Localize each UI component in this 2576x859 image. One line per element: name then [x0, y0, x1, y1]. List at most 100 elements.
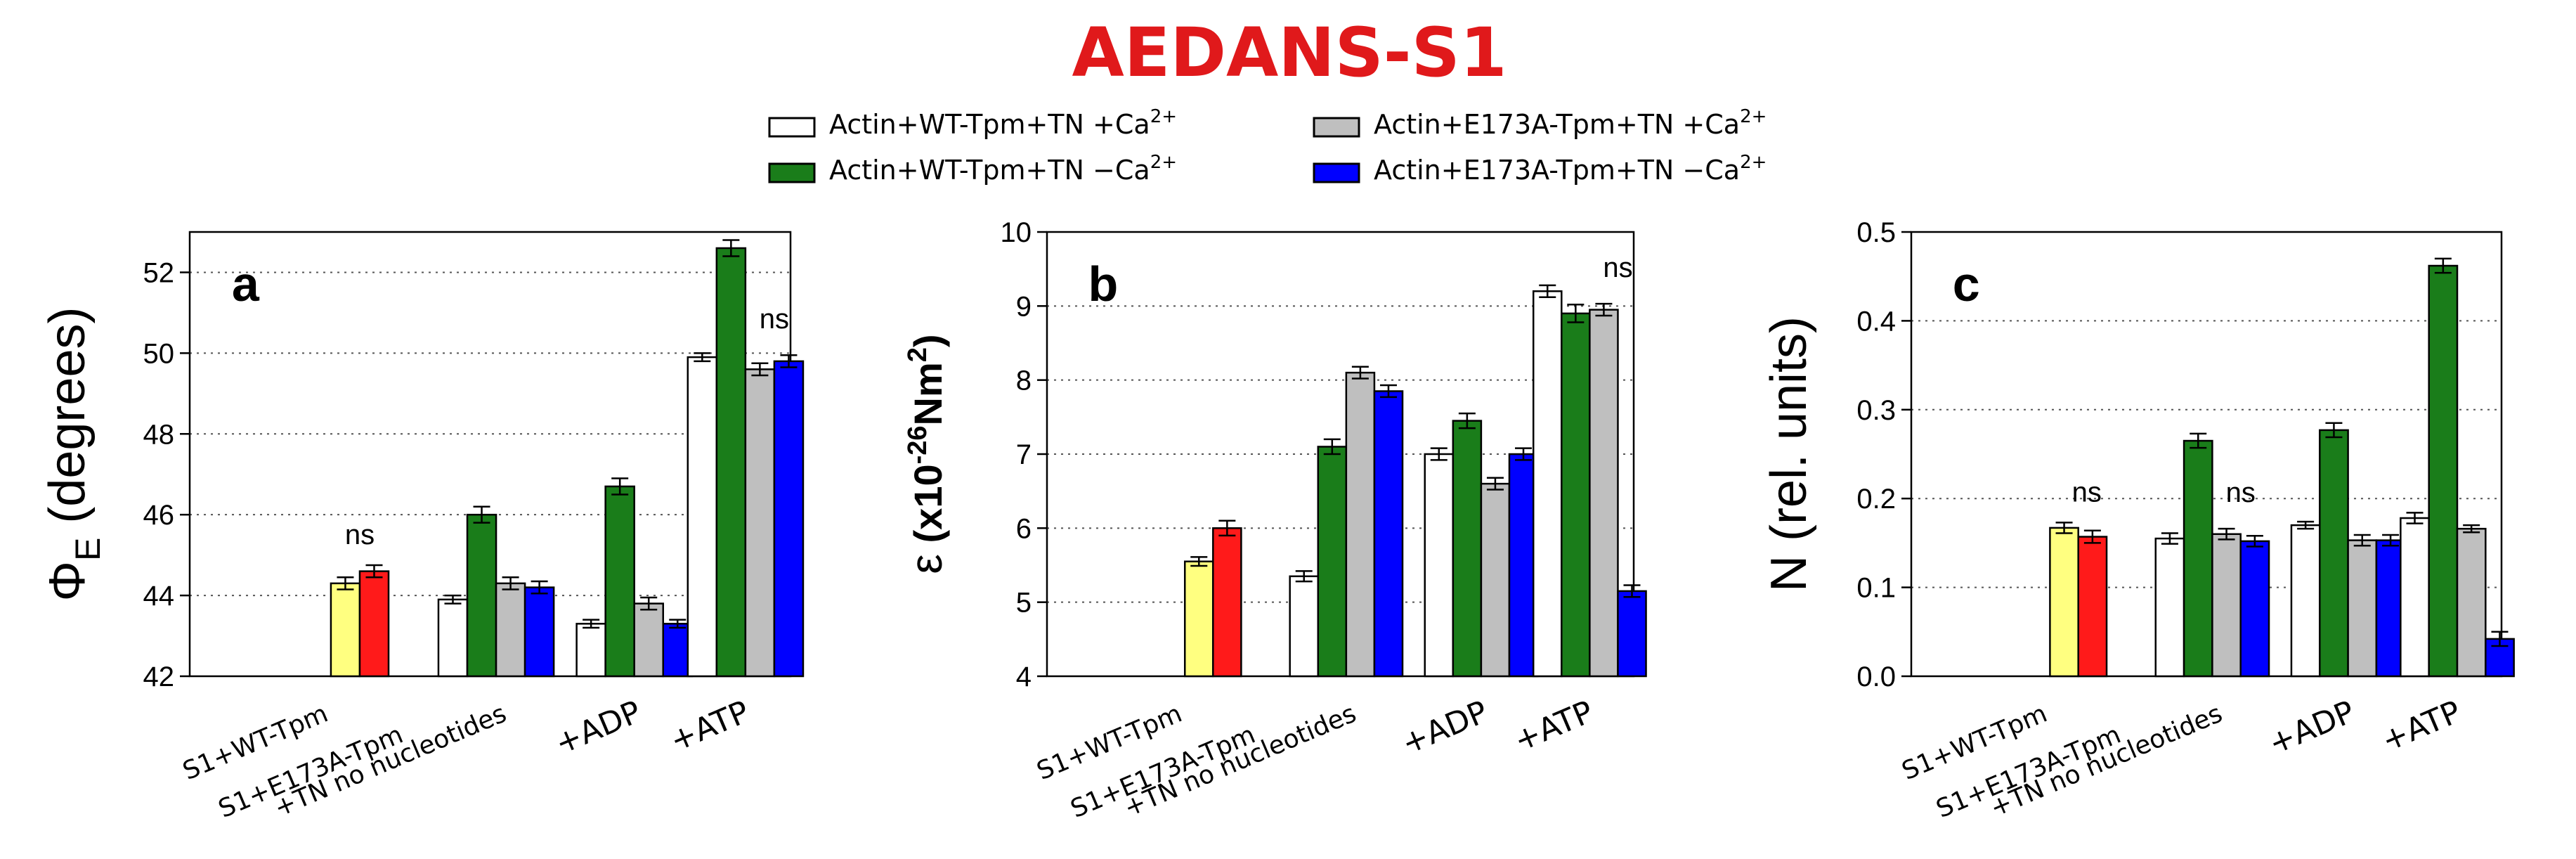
panel-c: 0.00.10.20.30.40.5ns nscS1+WT-TpmS1+E173A…	[1761, 217, 2515, 824]
legend-swatch	[768, 162, 816, 183]
y-tick-label: 44	[143, 581, 175, 612]
y-tick-label: 0.0	[1856, 661, 1896, 692]
bar	[1345, 371, 1376, 678]
legend-label: Actin+E173A-Tpm+TN −Ca2+	[1374, 152, 1767, 186]
bar	[744, 368, 776, 678]
legend-label-main: Actin+E173A-Tpm+TN +Ca	[1374, 109, 1740, 140]
y-tick-label: 10	[1001, 217, 1032, 248]
bar	[1424, 453, 1455, 678]
category-label: +ATP	[1509, 694, 1599, 759]
category-label: +ADP	[1397, 694, 1493, 762]
y-tick-label: 0.3	[1856, 395, 1896, 426]
bar	[2077, 536, 2108, 678]
bar	[2456, 527, 2487, 678]
legend-label: Actin+WT-Tpm+TN +Ca2+	[829, 106, 1177, 140]
bar	[2428, 264, 2459, 678]
significance-annotation: ns	[760, 304, 789, 335]
y-tick-label: 8	[1016, 366, 1032, 396]
y-axis-label: ΦE (degrees)	[39, 307, 108, 602]
bar	[1317, 446, 1348, 678]
bar	[1373, 390, 1404, 678]
legend-label-sup: 2+	[1150, 152, 1177, 173]
legend-label: Actin+E173A-Tpm+TN +Ca2+	[1374, 106, 1767, 140]
y-tick-label: 42	[143, 661, 175, 692]
legend-item: Actin+E173A-Tpm+TN +Ca2+	[1313, 106, 1767, 140]
y-tick-label: 52	[143, 257, 175, 288]
y-axis-label: ε (x10-26Nm2)	[901, 334, 951, 574]
legend-label-main: Actin+E173A-Tpm+TN −Ca	[1374, 155, 1740, 186]
y-tick-label: 0.2	[1856, 484, 1896, 515]
bar	[773, 360, 805, 678]
bar	[330, 582, 361, 678]
bar	[523, 586, 555, 678]
bar	[358, 570, 390, 678]
bar	[1452, 420, 1483, 678]
significance-annotation: ns	[2072, 477, 2102, 508]
y-tick-label: 0.4	[1856, 306, 1896, 337]
bar	[2154, 537, 2185, 678]
legend-label-main: Actin+WT-Tpm+TN +Ca	[829, 109, 1150, 140]
legend-item: Actin+WT-Tpm+TN +Ca2+	[768, 106, 1177, 140]
bar	[2211, 533, 2242, 678]
bar	[2183, 439, 2213, 678]
bar	[2319, 429, 2349, 678]
bar	[2347, 539, 2378, 678]
bar	[2239, 540, 2270, 678]
bar	[466, 513, 497, 678]
bar	[1617, 590, 1647, 678]
legend-label: Actin+WT-Tpm+TN −Ca2+	[829, 152, 1177, 186]
significance-annotation: ns	[2226, 477, 2256, 508]
bar	[1289, 575, 1320, 678]
category-label: +ATP	[2376, 694, 2466, 759]
panel-letter: b	[1088, 257, 1118, 311]
legend-swatch	[1313, 162, 1360, 183]
category-label: +ATP	[665, 694, 755, 759]
bar	[575, 623, 606, 678]
bar	[1589, 309, 1619, 678]
bar	[715, 247, 747, 678]
legend-swatch	[768, 117, 816, 138]
legend-label-sup: 2+	[1740, 152, 1767, 173]
bar	[633, 602, 664, 678]
bar	[495, 582, 526, 678]
bar	[1532, 290, 1563, 678]
y-tick-label: 6	[1016, 513, 1032, 544]
panel-letter: a	[232, 257, 260, 311]
y-tick-label: 5	[1016, 588, 1032, 619]
significance-annotation: ns	[1603, 252, 1632, 283]
legend-swatch	[1313, 117, 1360, 138]
bar	[1183, 560, 1214, 678]
panel-a: 424446485052nsnsaS1+WT-TpmS1+E173A-Tpm+T…	[39, 231, 805, 824]
legend-label-main: Actin+WT-Tpm+TN −Ca	[829, 155, 1150, 186]
legend-item: Actin+WT-Tpm+TN −Ca2+	[768, 152, 1177, 186]
legend-label-sup: 2+	[1740, 106, 1767, 127]
bar	[437, 598, 469, 678]
category-label: +ADP	[550, 694, 646, 762]
bar	[2290, 524, 2321, 678]
category-label: +ADP	[2263, 694, 2360, 762]
y-tick-label: 4	[1016, 661, 1032, 692]
bar	[2400, 517, 2430, 678]
bar	[604, 485, 635, 678]
y-axis-label: N (rel. units)	[1761, 316, 1817, 592]
y-tick-label: 0.5	[1856, 217, 1896, 248]
y-tick-label: 0.1	[1856, 573, 1896, 604]
y-tick-label: 48	[143, 419, 175, 450]
figure-title: AEDANS-S1	[1072, 13, 1507, 92]
y-tick-label: 9	[1016, 291, 1032, 322]
significance-annotation: ns	[345, 519, 375, 550]
bar	[1480, 482, 1511, 678]
y-tick-label: 7	[1016, 439, 1032, 470]
bar	[1212, 527, 1242, 678]
bar	[1561, 312, 1591, 678]
panels: 424446485052nsnsaS1+WT-TpmS1+E173A-Tpm+T…	[39, 217, 2515, 824]
y-tick-label: 50	[143, 338, 175, 369]
y-tick-label: 46	[143, 500, 175, 531]
legend: Actin+WT-Tpm+TN +Ca2+ Actin+E173A-Tpm+TN …	[768, 106, 1767, 186]
panel-letter: c	[1953, 257, 1980, 311]
legend-label-sup: 2+	[1150, 106, 1177, 127]
bar	[687, 356, 718, 678]
legend-item: Actin+E173A-Tpm+TN −Ca2+	[1313, 152, 1767, 186]
